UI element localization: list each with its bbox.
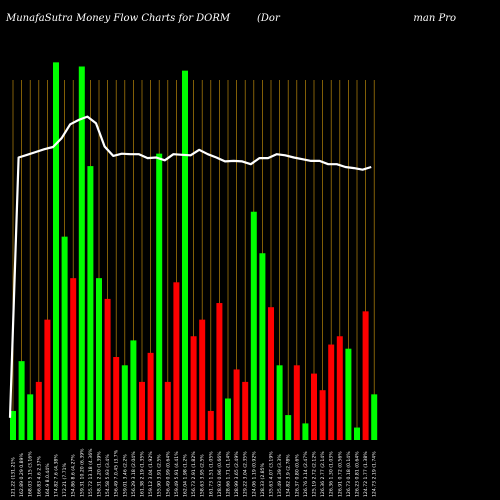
x-tick-label: 129.22 3.04 (2.35% [243,451,249,497]
volume-bar [61,236,68,440]
volume-bar [121,365,128,440]
volume-bar [182,70,188,441]
volume-bar [70,278,77,440]
chart-title-middle: (Dor [257,13,281,24]
volume-bar [10,410,16,440]
x-tick-label: 126.23 0.81 (0.64% [355,451,361,497]
volume-bar [336,336,343,440]
volume-bar [173,282,180,440]
volume-bar [225,398,231,440]
x-tick-label: 128.33 (2.85% [260,462,266,497]
x-tick-label: 126.91 0.72 (0.56% [337,451,343,497]
x-tick-label: 174.82 7.6 (4.38% [54,454,60,497]
x-tick-label: 124.73 2.19 (1.74% [372,451,378,497]
volume-bar [113,357,120,440]
price-line [8,115,372,418]
volume-bar [268,307,274,440]
x-tick-label: 134.82 3.9 (2.78% [286,454,292,497]
x-tick-label: 154.58 5.93 (3.4% [105,454,111,497]
volume-bar [87,166,94,440]
volume-bar [130,340,137,440]
x-tick-label: 126.76 3.14 (2.47% [303,451,309,497]
x-tick-label: 172.21 (7.71% [62,462,68,497]
volume-bar [293,365,300,440]
x-tick-label: 154.86 8.6 (4.27% [71,454,77,497]
x-tick-label: 164.9 8.0.44% [45,463,51,497]
volume-bar [35,381,42,440]
x-tick-label: 155.72 13.18 (4.36% [88,448,94,497]
volume-bar [53,62,59,440]
volume-bar [164,381,171,440]
volume-bars [10,62,378,441]
x-tick-label: 159.12 3.04 (1.92% [148,451,154,497]
chart-title: MunafaSutra Money Flow Charts for DORM [5,13,231,24]
x-tick-label: 128.93 0.96 (0.66% [217,451,223,497]
volume-bar [147,352,154,440]
x-tick-label: 158.31 2.20 (1.39% [97,451,103,497]
x-tick-label: 161.38 2.19 (1.35% [140,451,146,497]
volume-bar [285,415,292,440]
x-tick-label: 155.90 3.91 (2.5% [157,454,163,497]
volume-bar [104,298,111,440]
x-tick-label: 128.99 3.65 (2.49% [234,451,240,497]
volume-bar [190,336,197,440]
volume-bar [259,253,266,440]
x-tick-label: 135.63 4.07 (3.19% [269,451,275,497]
volume-bar [207,410,214,440]
volume-bar [371,394,378,440]
x-tick-label: 126.73 0.18 (0.14% [346,451,352,497]
volume-bar [242,381,249,440]
x-tick-label: 156.49 7.0.45 (3.7% [114,449,120,497]
x-tick-label: 161.73 1.51 (1.05% [208,451,214,497]
x-tick-label: 158.63 3.95 (2.5% [200,454,206,497]
x-tick-label: 159.31 10.20 (6.39% [79,448,85,497]
x-tick-label: 135.49 4.39 (3.3% [277,454,283,497]
volume-bar [319,390,326,440]
x-tick-label: 124.72 1.77 (1.38% [363,451,369,497]
x-tick-label: 156.29 3.18 (2.04% [131,451,137,497]
volume-bar [96,278,102,440]
volume-bar [345,348,352,440]
volume-bar [216,303,223,440]
volume-bar [302,423,309,440]
x-tick-label: 162.04 1.98 (1.2% [183,454,189,497]
volume-bar [18,361,25,440]
volume-bar [233,369,240,440]
volume-bar [199,319,206,440]
volume-bar [250,211,257,440]
x-tick-label: 126.37 0.80 (0.6% [294,454,300,497]
x-tick-label: 159.01 3.46 (2.2% [122,454,128,497]
x-tick-label: 126.36 1.30 (1.03% [329,451,335,497]
x-tick-label: 166.83 4.6 2.37% [36,455,42,497]
x-axis-tick-labels: 121.22 (131.21% 162.89 0.29 0.89% 168.03 5… [11,448,378,497]
volume-bar [78,66,85,440]
x-tick-label: 125.19 2.72 (2.12% [312,451,318,497]
x-tick-label: 121.22 (131.21% [11,457,17,497]
volume-bar [139,381,145,440]
volume-bar [362,311,369,440]
volume-bar [44,319,51,440]
x-tick-label: 128.66 1.71 (1.14% [226,451,232,497]
chart-title-right: man Pro [413,13,456,24]
x-tick-label: 124.06 1.19 (0.92% [251,451,257,497]
volume-bar [276,365,283,440]
volume-bar [27,394,34,440]
x-tick-label: 126.36 2.77 (2.14% [320,451,326,497]
volume-bar [311,373,317,440]
volume-bar [328,344,335,440]
x-tick-label: 159.49 5.91 (4.41% [174,451,180,497]
x-tick-label: 168.03 5.15 (3.16% [28,451,34,497]
x-tick-label: 156.73 2.91 (1.82% [191,451,197,497]
price-line-path [8,115,372,418]
x-tick-label: 162.89 0.29 0.89% [19,453,25,497]
volume-bar [354,427,360,440]
volume-bar [156,153,163,440]
x-tick-label: 156.49 0.99 (0.64% [165,451,171,497]
